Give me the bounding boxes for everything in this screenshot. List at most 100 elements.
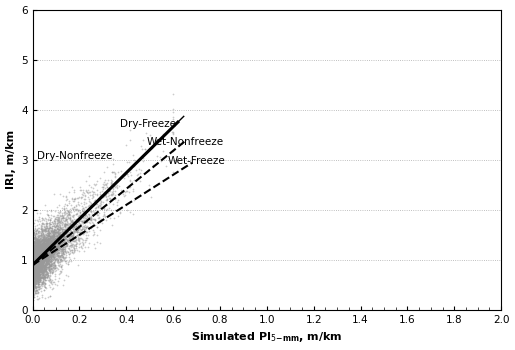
Point (77, 212, 85, 218)
Point (50, 249, 59, 254)
Point (28, 276, 37, 282)
Point (61, 222, 70, 227)
Point (46, 231, 54, 236)
Point (43, 265, 51, 270)
Point (35, 260, 43, 266)
Point (32, 258, 41, 264)
Point (34, 265, 42, 271)
Point (74, 232, 82, 238)
Point (40, 262, 48, 268)
Point (65, 245, 73, 251)
Point (54, 257, 62, 262)
Point (49, 258, 57, 263)
Point (78, 218, 87, 224)
Point (57, 232, 65, 237)
Point (40, 245, 48, 250)
Point (73, 232, 81, 238)
Point (34, 251, 42, 256)
Point (51, 240, 59, 246)
Point (29, 275, 38, 281)
Point (39, 240, 47, 245)
Point (54, 262, 62, 267)
Point (37, 244, 45, 249)
Point (44, 260, 53, 265)
Point (56, 260, 64, 265)
Point (45, 235, 54, 241)
Point (49, 253, 57, 259)
Point (29, 267, 38, 273)
Point (47, 250, 56, 255)
Point (37, 288, 45, 294)
Point (28, 252, 37, 258)
Point (102, 218, 111, 223)
Point (61, 237, 70, 242)
Text: Wet-Freeze: Wet-Freeze (167, 156, 225, 166)
Point (29, 277, 37, 283)
Point (35, 255, 43, 260)
Point (30, 266, 39, 271)
Point (31, 248, 39, 253)
Point (46, 240, 55, 245)
Point (50, 255, 58, 261)
Point (33, 253, 41, 259)
Point (38, 248, 46, 254)
Point (29, 247, 37, 253)
Point (64, 249, 73, 255)
Point (63, 243, 72, 248)
Point (47, 256, 56, 261)
Point (35, 259, 43, 265)
Point (49, 233, 57, 239)
Point (29, 271, 38, 277)
Point (93, 201, 101, 207)
Point (37, 266, 45, 272)
Point (119, 191, 127, 197)
Point (56, 213, 64, 218)
Point (45, 254, 53, 259)
Point (37, 252, 45, 257)
Point (40, 258, 48, 264)
Point (62, 238, 71, 244)
Point (29, 259, 37, 265)
Point (31, 269, 40, 274)
Point (32, 276, 41, 281)
Point (32, 279, 40, 284)
Point (39, 228, 47, 233)
Point (45, 264, 54, 269)
Point (41, 269, 49, 275)
Point (55, 252, 63, 258)
Point (29, 281, 37, 286)
Point (57, 265, 65, 270)
Point (29, 268, 37, 274)
Point (32, 259, 40, 265)
Point (36, 277, 44, 282)
Point (37, 266, 45, 272)
Point (52, 244, 60, 250)
Point (35, 262, 43, 268)
Point (89, 228, 97, 233)
Point (52, 238, 60, 244)
Point (35, 256, 43, 262)
Point (66, 216, 74, 222)
Point (35, 262, 43, 268)
Point (63, 237, 71, 243)
Point (30, 278, 38, 284)
Point (30, 230, 38, 235)
Point (43, 239, 52, 245)
Point (38, 254, 46, 259)
Point (49, 244, 58, 250)
Point (112, 182, 121, 188)
Point (37, 255, 45, 261)
Point (33, 271, 42, 276)
Point (43, 241, 52, 247)
Point (57, 226, 65, 231)
Point (44, 247, 53, 253)
Point (93, 191, 101, 197)
Point (32, 246, 41, 252)
Point (52, 223, 60, 229)
Point (58, 242, 66, 247)
Point (31, 284, 39, 290)
Point (40, 250, 48, 255)
Point (31, 265, 40, 271)
Point (30, 264, 38, 270)
Point (40, 259, 48, 264)
